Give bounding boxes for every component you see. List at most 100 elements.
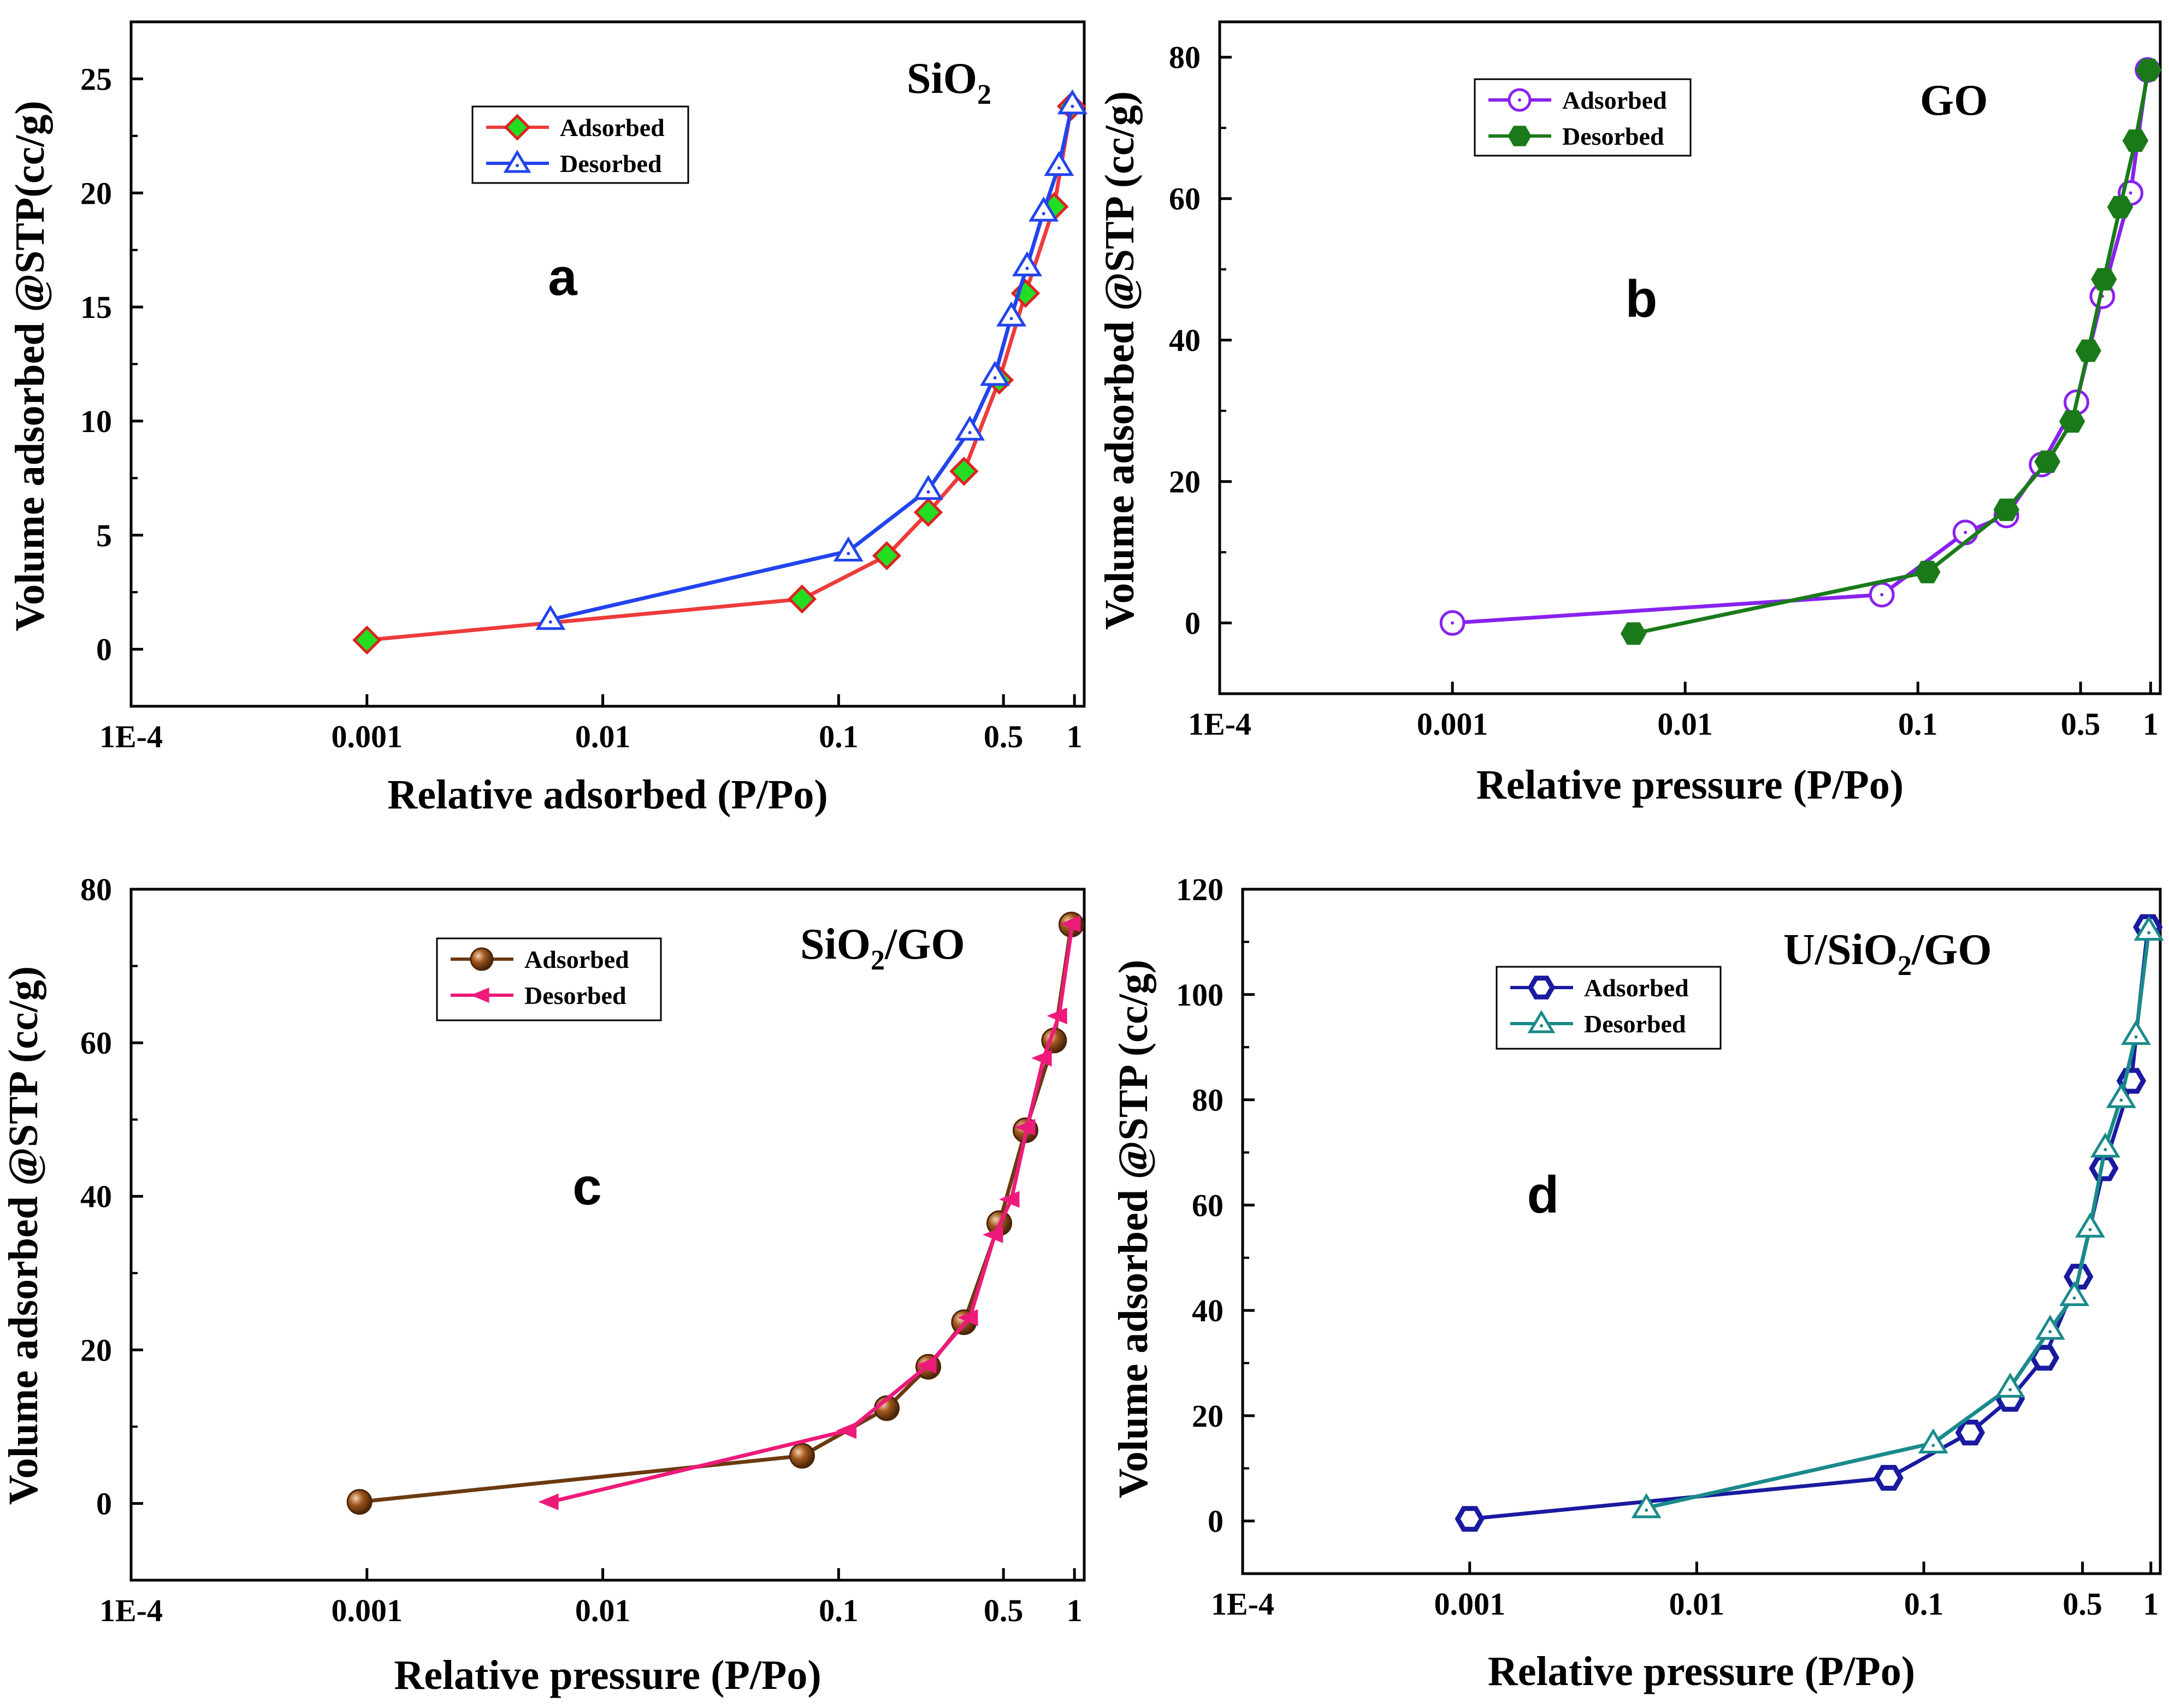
material-label-suffix: /GO [884, 920, 965, 968]
y-tick-label: 5 [96, 518, 112, 553]
data-point [872, 541, 902, 570]
legend-entry: Adsorbed [486, 114, 665, 141]
y-tick-label: 0 [1185, 606, 1201, 641]
legend-label: Desorbed [560, 150, 662, 178]
series-desorbed [1631, 915, 2164, 1518]
y-tick-label: 40 [1192, 1293, 1224, 1328]
material-label-main: U/SiO [1783, 926, 1898, 974]
legend-entry: Adsorbed [1510, 974, 1689, 1002]
data-point [2133, 915, 2164, 941]
data-point [1060, 915, 1081, 932]
y-tick-label: 40 [80, 1179, 112, 1214]
legend-entry: Desorbed [1488, 122, 1664, 150]
x-tick-label: 1 [1067, 719, 1083, 754]
x-tick-label: 0.001 [1417, 706, 1488, 742]
y-axis-title: Volume adsorbed @STP(cc/g) [7, 101, 53, 631]
data-point [346, 1489, 373, 1515]
data-point [1044, 151, 1074, 176]
legend-entry: Desorbed [486, 150, 662, 178]
x-tick-label: 1 [2143, 706, 2159, 742]
legend-label: Adsorbed [524, 945, 629, 973]
data-point [979, 360, 1010, 386]
y-tick-label: 120 [1176, 872, 1224, 907]
y-tick-label: 25 [80, 61, 112, 97]
legend-marker [503, 150, 531, 173]
x-axis-title: Relative pressure (P/Po) [1488, 1648, 1915, 1694]
y-axis: 0 5 10 15 20 25 [80, 61, 143, 667]
legend-marker [1527, 1010, 1556, 1033]
series-desorbed [1620, 58, 2162, 645]
x-axis: 1E-4 0.001 0.01 0.1 0.5 1 [99, 1568, 1083, 1628]
legend-label: Adsorbed [1584, 974, 1689, 1002]
series-adsorbed [1455, 914, 2163, 1532]
x-axis-title: Relative pressure (P/Po) [1476, 762, 1904, 808]
material-label: SiO2 [907, 55, 991, 110]
plot-frame [1218, 20, 2162, 695]
data-point [913, 498, 943, 527]
y-axis: 0 20 40 60 80 [1169, 40, 1232, 641]
x-axis: 1E-4 0.001 0.01 0.1 0.5 1 [1188, 682, 2159, 742]
series-desorbed [538, 915, 1081, 1510]
data-point [1031, 1049, 1052, 1067]
series-line [1633, 69, 2151, 636]
x-axis-title: Relative pressure (P/Po) [394, 1652, 821, 1698]
data-point [958, 1309, 978, 1326]
y-tick-label: 20 [1192, 1398, 1224, 1434]
y-tick-label: 80 [80, 872, 112, 907]
data-point [2059, 410, 2085, 433]
data-point [1439, 610, 1465, 636]
data-point [2059, 1281, 2090, 1307]
legend-marker [504, 114, 531, 141]
x-tick-label: 1E-4 [99, 1593, 163, 1628]
material-label-main: SiO [907, 55, 977, 103]
legend-box [1474, 78, 1692, 157]
x-tick-label: 1E-4 [99, 719, 163, 754]
material-label: SiO2/GO [800, 920, 965, 976]
legend-marker [470, 987, 489, 1003]
x-tick-label: 0.5 [2062, 1586, 2102, 1622]
data-point [2107, 196, 2133, 218]
legend: Adsorbed Desorbed [1474, 78, 1692, 157]
data-point [1057, 89, 1088, 115]
y-axis-title: Volume adsorbed @STP (cc/g) [1097, 91, 1143, 630]
data-point [1029, 196, 1059, 222]
y-tick-label: 80 [1192, 1083, 1224, 1118]
x-tick-label: 0.1 [819, 719, 859, 754]
y-tick-label: 10 [80, 404, 112, 439]
y-tick-label: 0 [1208, 1504, 1224, 1539]
x-tick-label: 0.01 [1669, 1586, 1725, 1622]
x-tick-label: 1E-4 [1188, 706, 1251, 742]
material-label-subscript: 2 [977, 79, 991, 110]
data-point [535, 605, 566, 630]
data-point [833, 536, 864, 562]
panel-d: 1E-4 0.001 0.01 0.1 0.5 1 0 20 40 60 80 100 120 Relat… [1110, 872, 2164, 1694]
panel-letter: a [548, 248, 577, 306]
data-point [1012, 251, 1043, 276]
x-tick-label: 0.01 [575, 1593, 631, 1628]
data-point [2135, 58, 2162, 81]
panel-letter: c [572, 1157, 601, 1216]
y-tick-label: 40 [1169, 323, 1201, 358]
y-axis-title: Volume adsorbed @STP (cc/g) [1, 966, 46, 1505]
y-tick-label: 20 [80, 1332, 112, 1368]
x-tick-label: 0.1 [1904, 1586, 1944, 1622]
data-point [1914, 560, 1941, 583]
data-point [996, 301, 1027, 327]
data-point [1995, 1372, 2025, 1398]
data-point [2106, 1083, 2136, 1108]
x-tick-label: 1 [1067, 1593, 1083, 1628]
data-point [2121, 1020, 2152, 1045]
y-tick-label: 20 [80, 175, 112, 211]
y-tick-label: 80 [1169, 40, 1201, 75]
x-tick-label: 0.1 [819, 1593, 859, 1628]
material-label: U/SiO2/GO [1783, 926, 1992, 982]
data-point [2091, 268, 2117, 291]
data-point [836, 1422, 857, 1439]
x-tick-label: 0.1 [1898, 706, 1938, 742]
series-line [367, 105, 1073, 642]
data-point [1993, 498, 2020, 521]
y-axis: 0 20 40 60 80 [80, 872, 143, 1521]
y-axis-title: Volume adsorbed @STP (cc/g) [1110, 960, 1156, 1498]
material-label-main: GO [1920, 76, 1988, 125]
legend-marker [1527, 976, 1556, 1000]
